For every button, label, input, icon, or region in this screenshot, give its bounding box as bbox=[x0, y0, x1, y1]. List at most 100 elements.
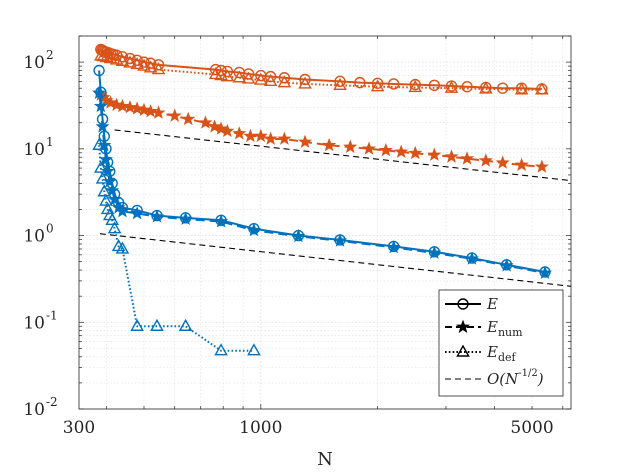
data-point bbox=[394, 144, 409, 158]
data-point bbox=[298, 76, 312, 89]
data-point bbox=[479, 81, 493, 94]
data-point bbox=[92, 85, 107, 99]
series-orange-triangle bbox=[94, 48, 549, 95]
data-point bbox=[123, 55, 137, 68]
data-point bbox=[115, 204, 130, 218]
data-point bbox=[95, 171, 110, 184]
data-point bbox=[322, 137, 337, 152]
data-point bbox=[115, 98, 130, 113]
axis-ticks bbox=[79, 35, 571, 410]
data-point bbox=[343, 139, 358, 153]
data-point bbox=[151, 105, 166, 119]
reference-line bbox=[99, 233, 572, 287]
data-point bbox=[102, 174, 117, 188]
data-point bbox=[496, 82, 509, 94]
legend-subscript: num bbox=[498, 326, 523, 339]
data-point bbox=[232, 126, 247, 140]
series-blue-star bbox=[92, 85, 553, 279]
data-point bbox=[535, 82, 549, 95]
data-point bbox=[152, 59, 165, 71]
data-point bbox=[254, 72, 268, 85]
y-tick-exponent: 2 bbox=[46, 48, 54, 62]
series-line bbox=[100, 54, 542, 91]
y-tick-label: 10 bbox=[23, 227, 45, 247]
data-point bbox=[99, 50, 114, 63]
series-layer bbox=[92, 43, 553, 356]
data-point bbox=[241, 71, 256, 84]
series-blue-triangle bbox=[92, 137, 261, 356]
data-point bbox=[105, 212, 119, 225]
data-point bbox=[387, 78, 400, 90]
data-point bbox=[277, 75, 292, 88]
data-point bbox=[361, 141, 376, 155]
data-point bbox=[538, 265, 553, 279]
data-point bbox=[428, 79, 441, 92]
y-tick-exponent: 0 bbox=[46, 222, 54, 236]
data-point bbox=[98, 152, 113, 166]
data-point bbox=[214, 68, 228, 81]
legend-subscript: def bbox=[498, 351, 517, 364]
data-point bbox=[378, 143, 393, 157]
data-point bbox=[371, 77, 384, 89]
data-point bbox=[122, 100, 137, 114]
data-point bbox=[247, 343, 261, 356]
data-point bbox=[408, 145, 423, 160]
data-point bbox=[214, 343, 228, 356]
data-point bbox=[514, 157, 529, 172]
data-point bbox=[115, 53, 130, 67]
data-point bbox=[460, 151, 475, 165]
data-point bbox=[198, 115, 213, 129]
data-point bbox=[444, 80, 459, 93]
x-tick-label: 1000 bbox=[239, 418, 282, 438]
data-point bbox=[93, 64, 105, 77]
legend-item: E bbox=[445, 295, 498, 313]
data-point bbox=[409, 78, 421, 91]
legend-superscript: -1/2 bbox=[518, 368, 537, 379]
y-tick-label: 10 bbox=[23, 313, 45, 333]
data-point bbox=[167, 108, 182, 122]
data-point bbox=[151, 62, 166, 75]
data-point bbox=[115, 241, 130, 254]
data-point bbox=[242, 68, 255, 80]
data-point bbox=[534, 159, 549, 173]
data-point bbox=[461, 81, 473, 93]
data-point bbox=[103, 95, 118, 109]
data-point bbox=[92, 137, 106, 150]
data-point bbox=[214, 214, 229, 228]
data-point bbox=[95, 119, 110, 133]
y-tick-label: 10 bbox=[23, 53, 45, 73]
y-tick-exponent: -2 bbox=[46, 395, 58, 409]
reference-line bbox=[114, 129, 572, 182]
data-point bbox=[130, 206, 145, 220]
data-point bbox=[207, 119, 222, 133]
data-point bbox=[334, 75, 346, 88]
y-tick-label: 10 bbox=[23, 140, 45, 160]
data-point bbox=[178, 211, 193, 226]
data-point bbox=[370, 79, 385, 92]
data-point bbox=[277, 131, 292, 145]
data-point bbox=[100, 163, 115, 178]
data-point bbox=[97, 184, 112, 197]
legend-label: E bbox=[486, 295, 498, 313]
legend-marker bbox=[456, 319, 470, 333]
data-point bbox=[93, 98, 108, 113]
data-point bbox=[386, 240, 401, 254]
reference-lines bbox=[99, 129, 572, 287]
data-point bbox=[109, 52, 124, 65]
data-point bbox=[253, 128, 268, 143]
data-point bbox=[107, 221, 122, 234]
data-point bbox=[105, 183, 120, 197]
data-point bbox=[107, 192, 122, 206]
data-point bbox=[495, 155, 510, 169]
data-point bbox=[263, 73, 278, 87]
data-point bbox=[333, 77, 347, 91]
legend-marker bbox=[456, 344, 470, 357]
y-tick-label: 10 bbox=[23, 400, 45, 420]
data-point bbox=[408, 80, 423, 93]
data-point bbox=[427, 147, 442, 161]
data-point bbox=[333, 233, 348, 247]
x-tick-label: 300 bbox=[63, 418, 95, 438]
